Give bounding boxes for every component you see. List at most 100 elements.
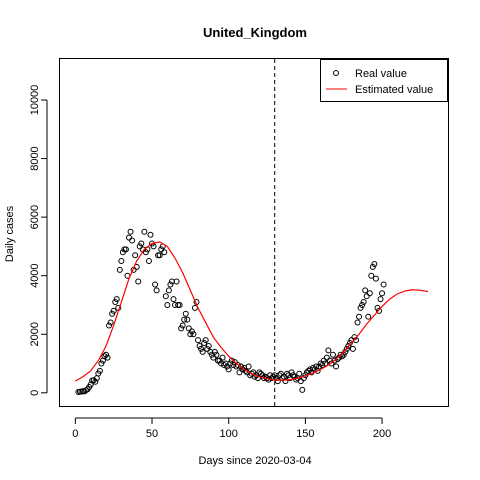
real-value-point	[282, 378, 289, 385]
real-value-point	[237, 363, 244, 370]
real-value-point	[132, 252, 139, 259]
real-value-point	[138, 240, 145, 247]
x-axis-label: Days since 2020-03-04	[198, 455, 311, 467]
real-value-point	[106, 322, 113, 329]
y-tick-label: 4000	[29, 263, 41, 287]
real-value-point	[245, 363, 252, 370]
real-value-point	[297, 378, 304, 385]
legend-estimated-value-label: Estimated value	[355, 84, 433, 96]
y-axis-label: Daily cases	[4, 205, 16, 262]
real-value-point	[179, 322, 186, 329]
real-value-point	[109, 310, 116, 317]
real-value-point	[336, 354, 343, 361]
real-value-point	[122, 246, 129, 253]
chart-title: United_Kingdom	[203, 25, 307, 40]
real-value-point	[310, 364, 317, 371]
y-tick-label: 6000	[29, 205, 41, 229]
real-value-point	[112, 299, 119, 306]
real-value-point	[365, 313, 372, 320]
real-value-point	[127, 228, 134, 235]
real-value-point	[329, 351, 336, 358]
real-value-point	[323, 354, 330, 361]
real-value-point	[362, 287, 369, 294]
real-value-point	[104, 354, 111, 361]
real-value-point	[242, 367, 249, 374]
real-value-point	[202, 337, 209, 344]
real-value-point	[198, 345, 205, 352]
real-value-point	[162, 293, 169, 300]
real-value-point	[356, 313, 363, 320]
real-value-point	[357, 304, 364, 311]
real-value-point	[107, 319, 114, 326]
real-value-point	[201, 340, 208, 347]
real-value-point	[103, 351, 110, 358]
legend-real-value-marker	[333, 70, 339, 76]
real-value-point	[234, 362, 241, 369]
x-tick-label: 0	[72, 428, 78, 440]
legend-box	[320, 59, 448, 102]
real-value-point	[129, 237, 136, 244]
real-value-point	[185, 325, 192, 332]
real-value-point	[170, 296, 177, 303]
real-value-point	[205, 342, 212, 349]
real-value-point	[199, 348, 206, 355]
real-value-point	[161, 249, 168, 256]
real-value-point	[349, 345, 356, 352]
real-value-point	[147, 231, 154, 238]
real-value-point	[372, 275, 379, 282]
real-value-point	[110, 307, 117, 314]
real-value-point	[366, 290, 373, 297]
real-value-point	[150, 243, 157, 250]
real-value-point	[331, 357, 338, 364]
real-value-point	[211, 348, 218, 355]
real-value-point	[98, 360, 105, 367]
real-value-point	[380, 281, 387, 288]
real-value-point	[325, 347, 332, 354]
real-value-point	[164, 301, 171, 308]
real-value-point	[354, 319, 361, 326]
real-value-point	[165, 287, 172, 294]
real-value-point	[173, 278, 180, 285]
real-value-point	[299, 386, 306, 393]
real-value-point	[251, 373, 258, 380]
x-tick-label: 200	[373, 428, 391, 440]
real-value-point	[343, 345, 350, 352]
legend-real-value-label: Real value	[355, 68, 407, 80]
y-tick-label: 8000	[29, 146, 41, 170]
real-value-point	[116, 266, 123, 273]
legend: Real value Estimated value	[320, 59, 448, 102]
real-value-point	[322, 360, 329, 367]
real-value-point	[379, 290, 386, 297]
real-value-point	[188, 328, 195, 335]
real-value-point	[135, 278, 142, 285]
real-value-point	[368, 272, 375, 279]
x-tick-label: 50	[146, 428, 158, 440]
real-value-point	[288, 369, 295, 376]
real-value-point	[300, 375, 307, 382]
real-value-point	[178, 325, 185, 332]
y-tick-label: 0	[29, 390, 41, 396]
real-value-point	[345, 342, 352, 349]
real-value-point	[274, 378, 281, 385]
real-value-point	[257, 370, 264, 377]
real-value-point	[96, 367, 103, 374]
real-value-point	[156, 252, 163, 259]
real-value-point	[305, 367, 312, 374]
real-value-point	[225, 366, 232, 373]
real-value-point	[101, 353, 108, 360]
real-value-point	[196, 342, 203, 349]
real-value-point	[360, 299, 367, 306]
real-value-point	[145, 258, 152, 265]
real-value-point	[219, 354, 226, 361]
real-value-point	[176, 301, 183, 308]
real-value-point	[375, 307, 382, 314]
real-value-point	[374, 304, 381, 311]
real-value-point	[221, 362, 228, 369]
real-value-point	[359, 301, 366, 308]
estimated-value-line	[75, 241, 429, 382]
chart-marks	[75, 59, 429, 406]
real-value-point	[337, 351, 344, 358]
real-value-point	[333, 363, 340, 370]
real-value-point	[195, 337, 202, 344]
